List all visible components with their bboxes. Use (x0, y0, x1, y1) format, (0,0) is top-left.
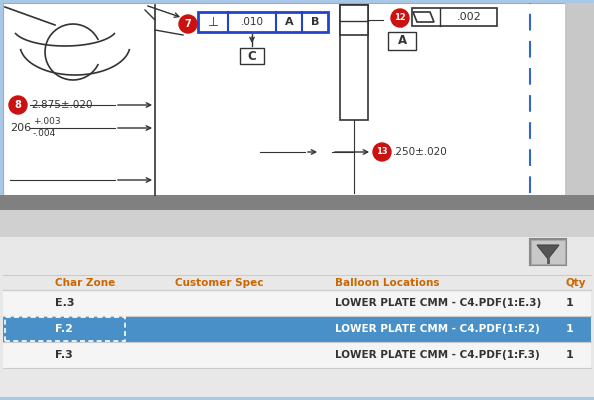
Bar (340, 5, 368, 35)
Text: Qty: Qty (565, 278, 586, 288)
Bar (3, 342, 591, 368)
Text: 13: 13 (376, 148, 388, 156)
Text: Customer Spec: Customer Spec (175, 278, 264, 288)
Circle shape (179, 15, 197, 33)
Bar (530, 239, 566, 265)
Text: LOWER PLATE CMM - C4.PDF(1:E.3): LOWER PLATE CMM - C4.PDF(1:E.3) (335, 298, 541, 308)
Text: B: B (311, 17, 319, 27)
Text: 2.875±.020: 2.875±.020 (31, 100, 93, 110)
Bar (3, 316, 591, 342)
Bar (5, 317, 125, 341)
Text: E.3: E.3 (55, 298, 74, 308)
Text: .010: .010 (241, 17, 264, 27)
Bar (3, 275, 591, 290)
Text: LOWER PLATE CMM - C4.PDF(1:F.2): LOWER PLATE CMM - C4.PDF(1:F.2) (335, 324, 540, 334)
Circle shape (373, 143, 391, 161)
Bar (0, 237, 594, 397)
Bar (0, 210, 594, 237)
Bar (0, 195, 594, 210)
Bar (565, 3, 594, 195)
Text: 1: 1 (566, 324, 574, 334)
Text: 7: 7 (185, 19, 191, 29)
Text: 1: 1 (566, 298, 574, 308)
Text: .250±.020: .250±.020 (393, 147, 448, 157)
Text: -.004: -.004 (33, 128, 56, 138)
Text: 12: 12 (394, 14, 406, 22)
Circle shape (391, 9, 409, 27)
Text: F.2: F.2 (55, 324, 73, 334)
Text: Char Zone: Char Zone (55, 278, 115, 288)
Text: F.3: F.3 (55, 350, 72, 360)
Text: A: A (285, 17, 293, 27)
Bar (240, 48, 264, 64)
Circle shape (9, 96, 27, 114)
Text: .002: .002 (457, 12, 481, 22)
Bar (198, 12, 328, 32)
Bar (3, 3, 591, 195)
Text: 206: 206 (10, 123, 31, 133)
Text: Balloon Locations: Balloon Locations (335, 278, 440, 288)
Text: +.003: +.003 (33, 118, 61, 126)
Text: 8: 8 (15, 100, 21, 110)
Bar (412, 8, 497, 26)
Bar (340, 5, 368, 120)
Bar (388, 32, 416, 50)
Bar (3, 290, 591, 316)
Text: A: A (397, 34, 406, 48)
Bar (531, 240, 565, 264)
Text: 1: 1 (566, 350, 574, 360)
Text: ⊥: ⊥ (207, 16, 219, 28)
Text: LOWER PLATE CMM - C4.PDF(1:F.3): LOWER PLATE CMM - C4.PDF(1:F.3) (335, 350, 540, 360)
Text: C: C (248, 50, 257, 62)
Polygon shape (537, 245, 559, 259)
